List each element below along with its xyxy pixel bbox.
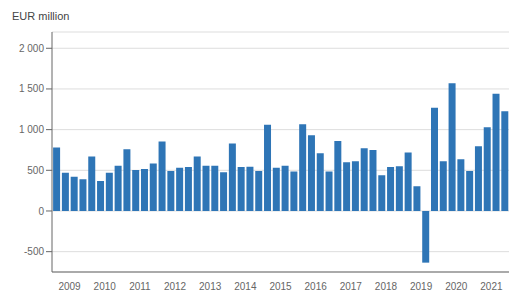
svg-text:2015: 2015	[269, 281, 292, 292]
svg-text:2020: 2020	[445, 281, 468, 292]
svg-text:2019: 2019	[410, 281, 433, 292]
svg-text:1 500: 1 500	[19, 83, 44, 94]
svg-text:2012: 2012	[164, 281, 187, 292]
svg-text:2 000: 2 000	[19, 43, 44, 54]
svg-text:2016: 2016	[305, 281, 328, 292]
svg-text:2010: 2010	[94, 281, 117, 292]
svg-text:0: 0	[38, 206, 44, 217]
svg-text:2017: 2017	[340, 281, 363, 292]
svg-text:2009: 2009	[58, 281, 81, 292]
svg-text:2014: 2014	[234, 281, 257, 292]
svg-text:-500: -500	[24, 246, 44, 257]
svg-text:2011: 2011	[129, 281, 151, 292]
svg-text:1 000: 1 000	[19, 124, 44, 135]
svg-text:2018: 2018	[375, 281, 398, 292]
svg-text:2013: 2013	[199, 281, 222, 292]
svg-text:500: 500	[27, 165, 44, 176]
html-text:EUR million: EUR million	[12, 10, 70, 22]
svg-text:2021: 2021	[480, 281, 503, 292]
